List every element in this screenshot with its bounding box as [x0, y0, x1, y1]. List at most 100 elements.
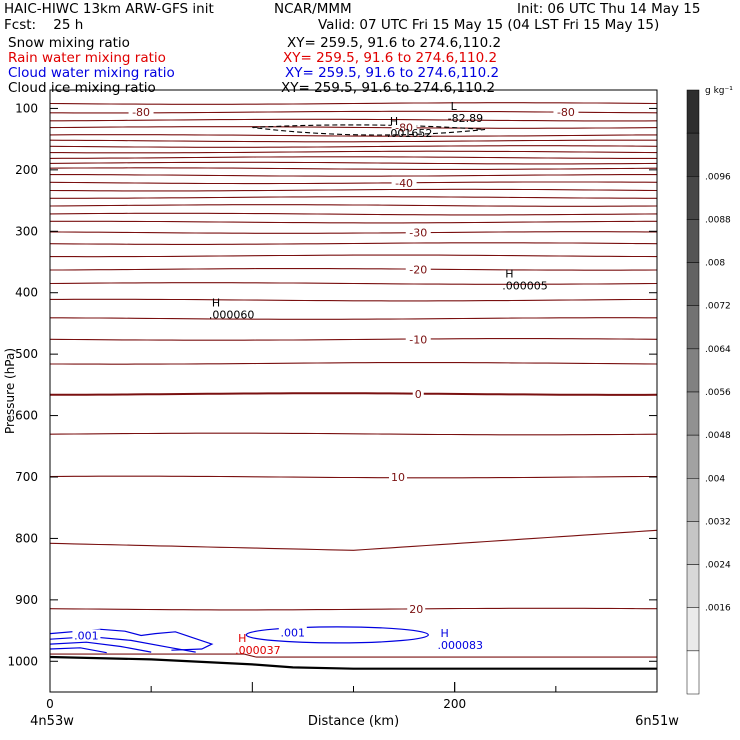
temperature-contour-131: [49, 126, 658, 129]
temperature-contour-162: [49, 145, 658, 148]
colorbar-swatch-4: [686, 262, 700, 306]
temperature-contour-209: [50, 174, 657, 177]
colorbar-label-6: .0048: [705, 431, 731, 441]
temperature-label-bg-1: [553, 106, 579, 119]
temperature-contour-412: [50, 298, 658, 302]
cloud-water-contour-0: [49, 628, 214, 651]
temperature-label-bg-7: [412, 388, 424, 401]
colorbar-swatch-5: [686, 305, 700, 350]
forecast-hour: Fcst: 25 h: [4, 17, 84, 33]
cloud-ice-dashed-contour: [252, 124, 486, 136]
temperature-label-bg-5: [405, 263, 431, 276]
y-tick-label-400: 400: [15, 286, 38, 300]
temperature-label-1: -80: [557, 106, 575, 119]
temperature-contour-171: [50, 150, 658, 154]
y-tick-label-1000: 1000: [7, 654, 38, 668]
temperature-contour-476: [49, 338, 658, 341]
colorbar-label-10: .0016: [705, 604, 731, 614]
colorbar-swatch-11: [686, 564, 700, 608]
extremum-marker-0: L: [451, 100, 458, 113]
temperature-contour-320: [49, 242, 658, 245]
temperature-contour-92: [49, 102, 658, 105]
organization: NCAR/MMM: [274, 1, 352, 17]
extremum-marker-3: H: [212, 296, 220, 309]
cloud-water-label-bg-1: [278, 626, 307, 639]
field-rain-label: Rain water mixing ratio: [8, 50, 166, 66]
y-tick-label-900: 900: [15, 593, 38, 607]
colorbar-label-2: .008: [705, 259, 725, 269]
temperature-contour-272: [49, 212, 658, 216]
cloud-ice-contour: [252, 124, 486, 136]
cloud-water-label-1: .001: [281, 626, 306, 639]
terrain-surface: [49, 655, 657, 670]
field-cloud-water-xy: XY= 259.5, 91.6 to 274.6,110.2: [285, 65, 500, 81]
y-tick-label-800: 800: [15, 531, 38, 545]
extremum-marker-4: H: [238, 632, 246, 645]
cloud-water-contours: [49, 626, 429, 654]
colorbar-swatch-13: [686, 650, 700, 695]
y-tick-label-300: 300: [15, 224, 38, 238]
extremum-value-3: .000060: [209, 308, 255, 321]
init-time: Init: 06 UTC Thu 14 May 15: [517, 1, 701, 17]
colorbar-swatch-7: [686, 391, 700, 436]
temperature-contour-340: [50, 254, 658, 258]
colorbar-unit: g kg⁻¹: [705, 86, 733, 96]
temperature-contour-258: [49, 204, 658, 207]
colorbar-label-8: .0032: [705, 517, 731, 527]
cloud-water-contour-2: [49, 641, 152, 653]
extremum-marker-5: H: [441, 627, 449, 640]
temperature-label-bg-0: [128, 106, 154, 119]
temperature-contour-189: [49, 161, 658, 165]
y-axis-label: Pressure (hPa): [3, 348, 17, 434]
extrema-annotations: L-82.89H.001652H.000005H.000060H.000037H…: [209, 100, 548, 657]
colorbar-swatch-10: [686, 521, 700, 565]
colorbar-label-7: .004: [705, 474, 725, 484]
field-cloud-ice-xy: XY= 259.5, 91.6 to 274.6,110.2: [281, 80, 496, 96]
extremum-marker-2: H: [505, 268, 513, 281]
y-tick-label-200: 200: [15, 163, 38, 177]
field-cloud-ice-label: Cloud ice mixing ratio: [8, 80, 156, 96]
temperature-contour-915: [49, 607, 657, 611]
temperature-label-4: -30: [409, 227, 427, 240]
colorbar-label-4: .0064: [705, 345, 731, 355]
x-tick-label-0: 0: [46, 697, 54, 711]
temperature-label-bg-9: [407, 603, 426, 616]
temperature-contour-302: [49, 231, 657, 234]
colorbar-swatch-9: [686, 478, 700, 522]
colorbar-swatch-12: [686, 607, 700, 652]
temperature-label-bg-8: [389, 471, 408, 483]
temperature-contour-565: [50, 392, 658, 396]
temperature-label-9: 20: [409, 603, 423, 616]
x-tick-label-200: 200: [443, 697, 466, 711]
colorbar-swatch-8: [686, 434, 700, 479]
extremum-value-5: .000083: [438, 639, 484, 652]
valid-time: Valid: 07 UTC Fri 15 May 15 (04 LST Fri …: [318, 17, 660, 33]
temperature-contour-119: [50, 118, 658, 122]
field-rain-xy: XY= 259.5, 91.6 to 274.6,110.2: [283, 50, 498, 66]
temperature-label-bg-4: [405, 226, 431, 239]
temperature-label-0: -80: [132, 106, 150, 119]
temperature-contour-180: [49, 156, 657, 159]
field-cloud-water-label: Cloud water mixing ratio: [8, 65, 175, 81]
temperature-label-8: 10: [391, 471, 405, 484]
colorbar-swatch-1: [686, 132, 700, 177]
temperature-label-7: 0: [415, 388, 422, 401]
extremum-value-1: .001652: [387, 127, 433, 140]
temperature-label-3: -40: [395, 177, 413, 190]
colorbar-label-0: .0096: [705, 172, 731, 182]
field-snow-label: Snow mixing ratio: [8, 35, 130, 51]
temperature-contour-221: [49, 181, 658, 185]
y-tick-label-700: 700: [15, 470, 38, 484]
temperature-contour-198: [49, 167, 658, 170]
cloud-water-label-0: .001: [74, 629, 99, 642]
temperature-label-bg-2: [391, 121, 417, 134]
temperature-contour-442: [50, 317, 657, 320]
temperature-contour-144: [49, 134, 657, 137]
temperature-label-bg-3: [391, 176, 417, 189]
colorbar-swatch-0: [686, 89, 700, 134]
x-axis-label: Distance (km): [308, 714, 399, 729]
field-snow-xy: XY= 259.5, 91.6 to 274.6,110.2: [287, 35, 502, 51]
colorbar-label-5: .0056: [705, 388, 731, 398]
temperature-contour-385: [49, 282, 658, 285]
